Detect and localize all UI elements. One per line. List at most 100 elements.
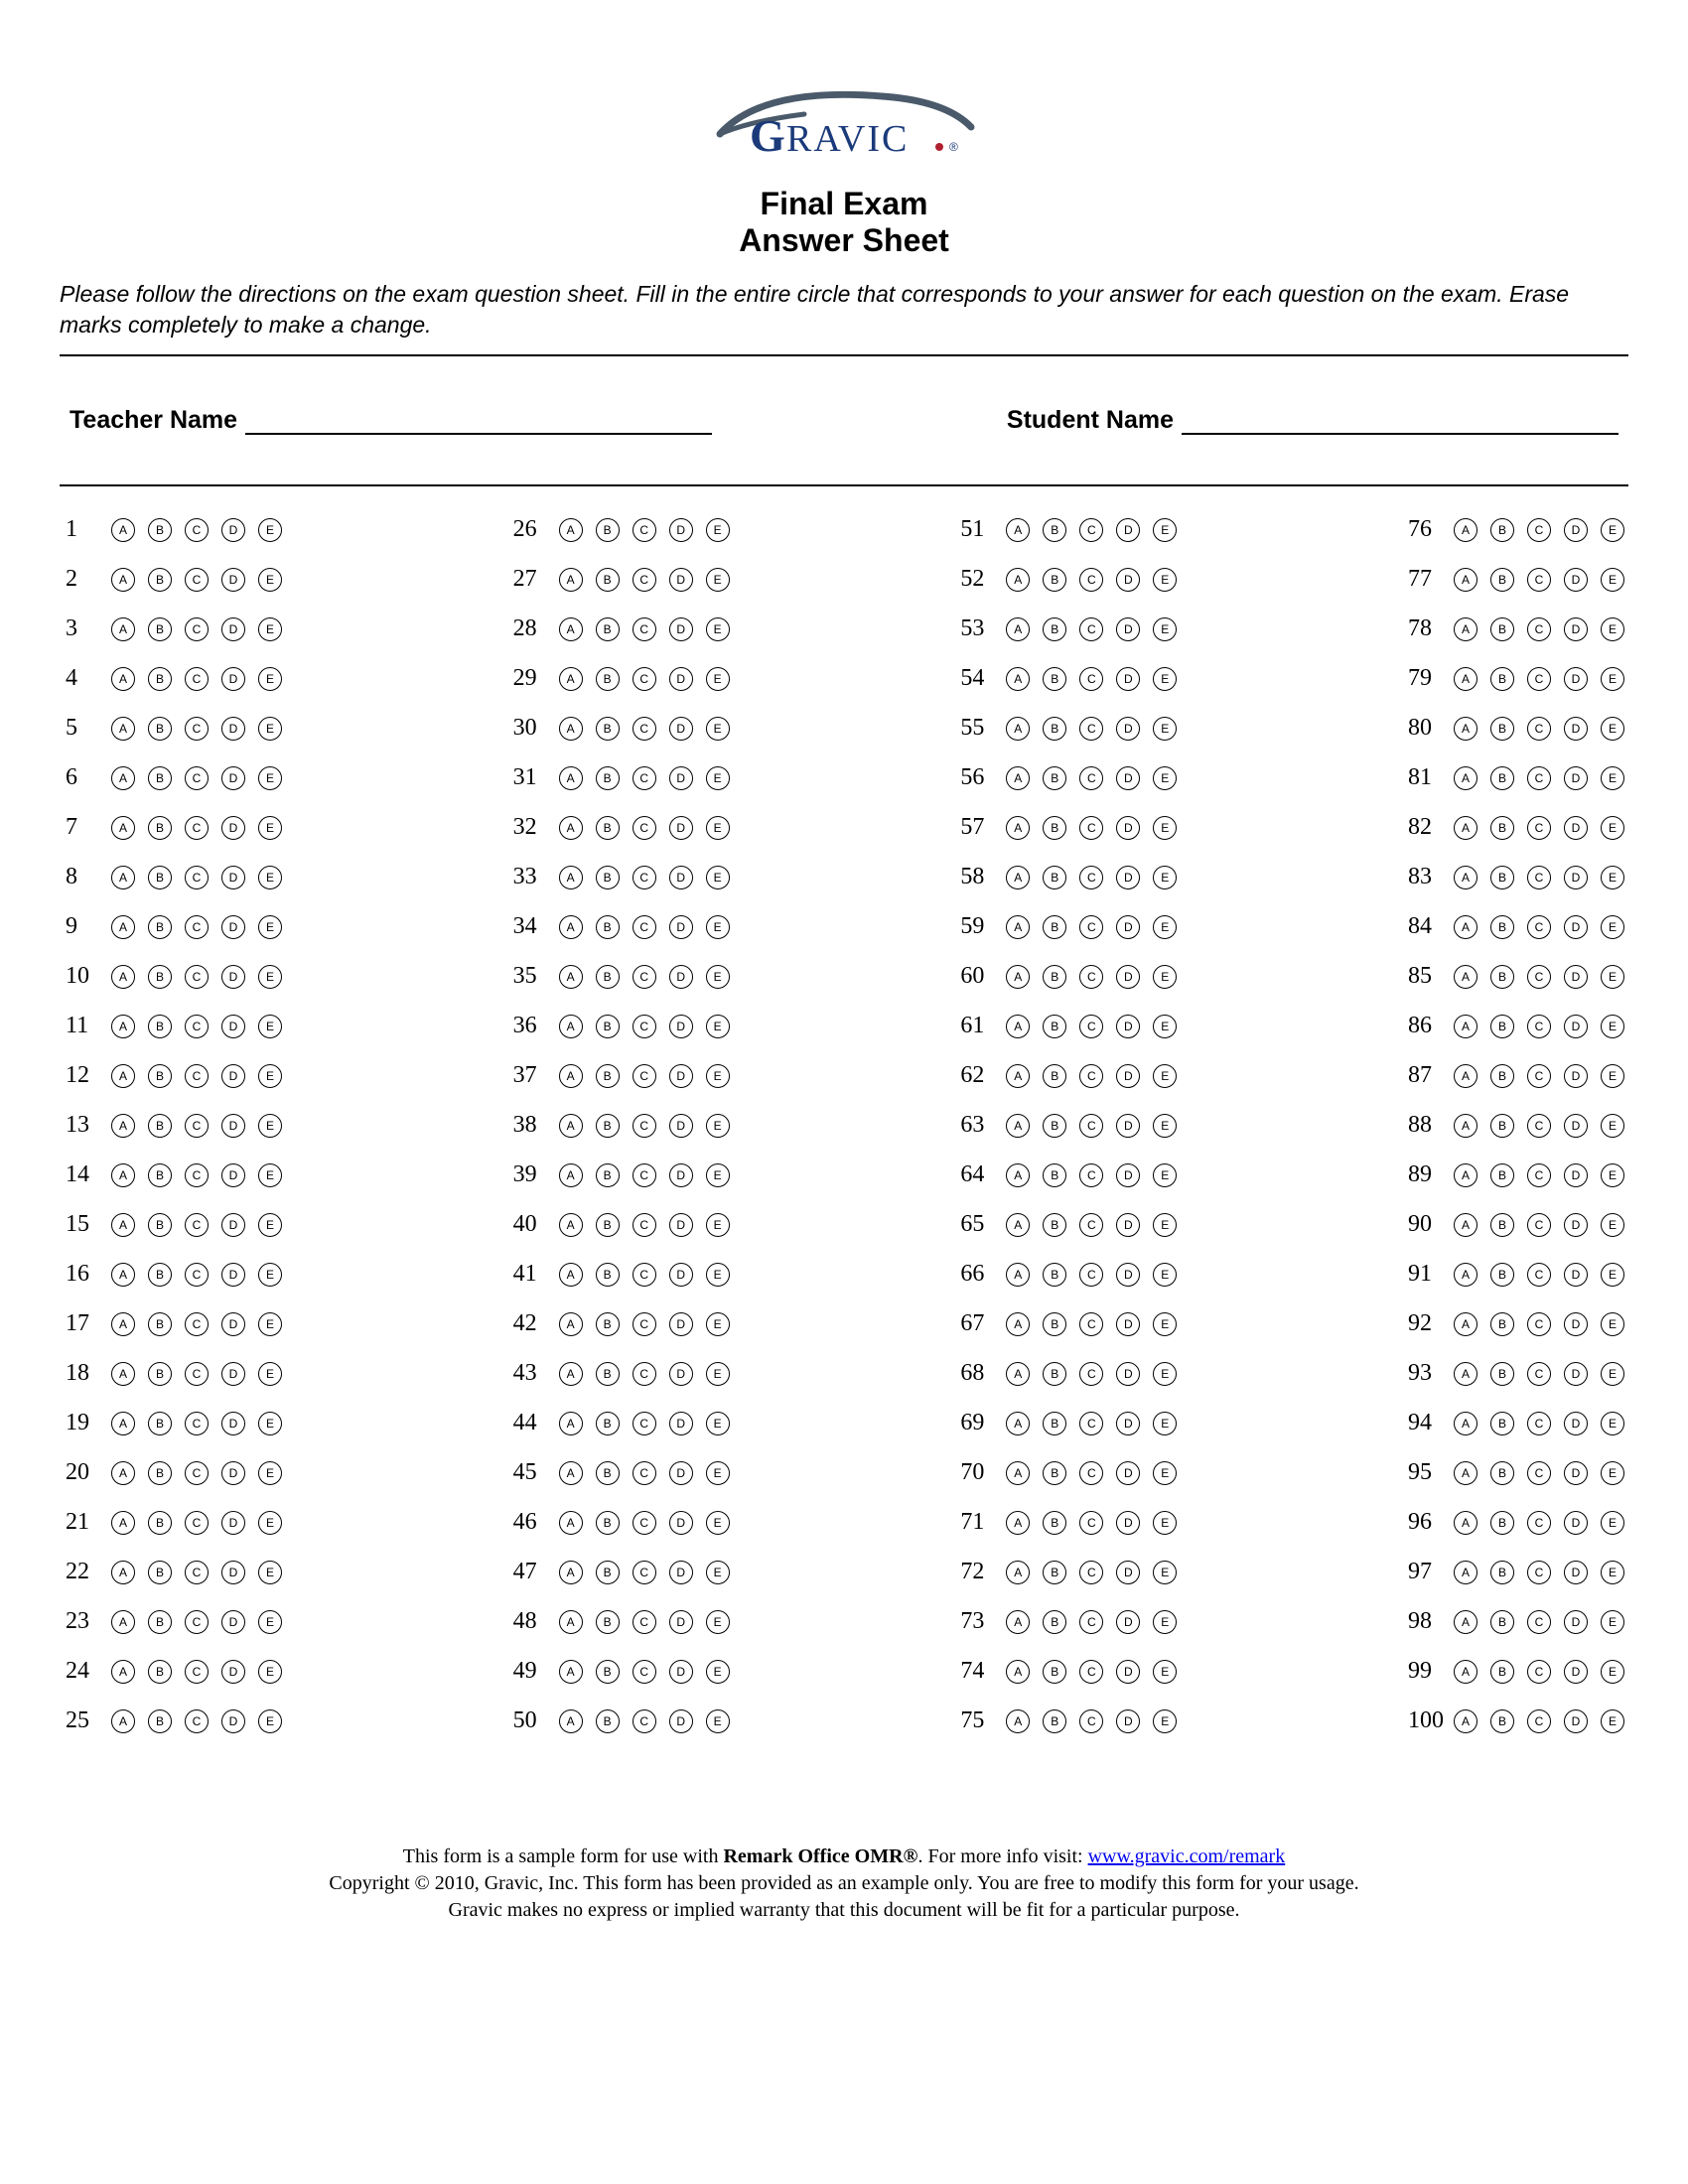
answer-bubble-d[interactable]: D bbox=[1564, 667, 1588, 691]
answer-bubble-b[interactable]: B bbox=[596, 518, 620, 542]
answer-bubble-e[interactable]: E bbox=[1153, 1561, 1177, 1584]
answer-bubble-d[interactable]: D bbox=[1116, 568, 1140, 592]
answer-bubble-d[interactable]: D bbox=[1116, 766, 1140, 790]
answer-bubble-a[interactable]: A bbox=[1454, 1064, 1477, 1088]
answer-bubble-a[interactable]: A bbox=[559, 866, 583, 889]
answer-bubble-e[interactable]: E bbox=[258, 1114, 282, 1138]
answer-bubble-b[interactable]: B bbox=[148, 915, 172, 939]
answer-bubble-c[interactable]: C bbox=[633, 1114, 656, 1138]
answer-bubble-d[interactable]: D bbox=[1564, 1610, 1588, 1634]
answer-bubble-a[interactable]: A bbox=[111, 1015, 135, 1038]
answer-bubble-c[interactable]: C bbox=[633, 766, 656, 790]
answer-bubble-c[interactable]: C bbox=[1527, 1213, 1551, 1237]
answer-bubble-e[interactable]: E bbox=[706, 1561, 730, 1584]
answer-bubble-d[interactable]: D bbox=[669, 915, 693, 939]
answer-bubble-e[interactable]: E bbox=[1153, 915, 1177, 939]
answer-bubble-c[interactable]: C bbox=[633, 568, 656, 592]
answer-bubble-a[interactable]: A bbox=[559, 1660, 583, 1684]
answer-bubble-e[interactable]: E bbox=[258, 1362, 282, 1386]
answer-bubble-c[interactable]: C bbox=[1527, 1511, 1551, 1535]
answer-bubble-a[interactable]: A bbox=[111, 1064, 135, 1088]
answer-bubble-d[interactable]: D bbox=[1564, 1709, 1588, 1733]
answer-bubble-a[interactable]: A bbox=[111, 1561, 135, 1584]
answer-bubble-e[interactable]: E bbox=[1153, 1511, 1177, 1535]
answer-bubble-b[interactable]: B bbox=[148, 1114, 172, 1138]
answer-bubble-a[interactable]: A bbox=[1454, 617, 1477, 641]
answer-bubble-c[interactable]: C bbox=[185, 1561, 209, 1584]
answer-bubble-a[interactable]: A bbox=[111, 1312, 135, 1336]
answer-bubble-d[interactable]: D bbox=[669, 1064, 693, 1088]
answer-bubble-a[interactable]: A bbox=[1006, 915, 1030, 939]
answer-bubble-a[interactable]: A bbox=[559, 816, 583, 840]
answer-bubble-e[interactable]: E bbox=[258, 1561, 282, 1584]
answer-bubble-a[interactable]: A bbox=[559, 1461, 583, 1485]
answer-bubble-c[interactable]: C bbox=[1079, 1362, 1103, 1386]
answer-bubble-a[interactable]: A bbox=[559, 717, 583, 741]
answer-bubble-b[interactable]: B bbox=[1043, 1362, 1066, 1386]
answer-bubble-d[interactable]: D bbox=[1564, 1163, 1588, 1187]
answer-bubble-e[interactable]: E bbox=[706, 1511, 730, 1535]
answer-bubble-c[interactable]: C bbox=[1079, 1114, 1103, 1138]
answer-bubble-b[interactable]: B bbox=[596, 1362, 620, 1386]
answer-bubble-d[interactable]: D bbox=[221, 1610, 245, 1634]
answer-bubble-a[interactable]: A bbox=[1006, 1461, 1030, 1485]
answer-bubble-e[interactable]: E bbox=[1601, 1163, 1624, 1187]
answer-bubble-e[interactable]: E bbox=[258, 1610, 282, 1634]
answer-bubble-c[interactable]: C bbox=[1079, 866, 1103, 889]
answer-bubble-d[interactable]: D bbox=[1116, 1362, 1140, 1386]
answer-bubble-c[interactable]: C bbox=[1079, 1213, 1103, 1237]
answer-bubble-b[interactable]: B bbox=[1490, 816, 1514, 840]
answer-bubble-d[interactable]: D bbox=[669, 1312, 693, 1336]
answer-bubble-a[interactable]: A bbox=[1454, 766, 1477, 790]
answer-bubble-a[interactable]: A bbox=[1006, 667, 1030, 691]
answer-bubble-a[interactable]: A bbox=[1006, 866, 1030, 889]
answer-bubble-d[interactable]: D bbox=[1116, 1312, 1140, 1336]
answer-bubble-e[interactable]: E bbox=[706, 667, 730, 691]
answer-bubble-c[interactable]: C bbox=[1079, 1610, 1103, 1634]
answer-bubble-a[interactable]: A bbox=[1006, 1312, 1030, 1336]
answer-bubble-a[interactable]: A bbox=[1454, 1114, 1477, 1138]
answer-bubble-c[interactable]: C bbox=[185, 1362, 209, 1386]
answer-bubble-a[interactable]: A bbox=[1454, 1561, 1477, 1584]
answer-bubble-c[interactable]: C bbox=[185, 1163, 209, 1187]
answer-bubble-e[interactable]: E bbox=[1153, 866, 1177, 889]
answer-bubble-a[interactable]: A bbox=[559, 1114, 583, 1138]
answer-bubble-d[interactable]: D bbox=[221, 1114, 245, 1138]
answer-bubble-a[interactable]: A bbox=[1454, 667, 1477, 691]
answer-bubble-b[interactable]: B bbox=[1490, 617, 1514, 641]
answer-bubble-a[interactable]: A bbox=[111, 1263, 135, 1287]
answer-bubble-b[interactable]: B bbox=[1043, 866, 1066, 889]
answer-bubble-a[interactable]: A bbox=[559, 1263, 583, 1287]
answer-bubble-a[interactable]: A bbox=[559, 1610, 583, 1634]
answer-bubble-d[interactable]: D bbox=[669, 1561, 693, 1584]
answer-bubble-b[interactable]: B bbox=[1043, 717, 1066, 741]
answer-bubble-e[interactable]: E bbox=[1153, 1412, 1177, 1435]
answer-bubble-d[interactable]: D bbox=[669, 965, 693, 989]
answer-bubble-b[interactable]: B bbox=[596, 1709, 620, 1733]
answer-bubble-a[interactable]: A bbox=[111, 667, 135, 691]
answer-bubble-b[interactable]: B bbox=[1490, 518, 1514, 542]
answer-bubble-b[interactable]: B bbox=[148, 1461, 172, 1485]
answer-bubble-b[interactable]: B bbox=[1043, 1561, 1066, 1584]
answer-bubble-b[interactable]: B bbox=[596, 1610, 620, 1634]
answer-bubble-b[interactable]: B bbox=[1490, 1163, 1514, 1187]
answer-bubble-d[interactable]: D bbox=[1564, 617, 1588, 641]
answer-bubble-a[interactable]: A bbox=[111, 518, 135, 542]
answer-bubble-d[interactable]: D bbox=[1564, 1064, 1588, 1088]
answer-bubble-d[interactable]: D bbox=[221, 1064, 245, 1088]
answer-bubble-e[interactable]: E bbox=[706, 1610, 730, 1634]
answer-bubble-b[interactable]: B bbox=[148, 866, 172, 889]
answer-bubble-d[interactable]: D bbox=[669, 1213, 693, 1237]
answer-bubble-c[interactable]: C bbox=[1527, 1163, 1551, 1187]
answer-bubble-d[interactable]: D bbox=[669, 518, 693, 542]
answer-bubble-c[interactable]: C bbox=[185, 1461, 209, 1485]
answer-bubble-e[interactable]: E bbox=[1601, 1064, 1624, 1088]
answer-bubble-a[interactable]: A bbox=[1006, 568, 1030, 592]
answer-bubble-d[interactable]: D bbox=[1564, 1362, 1588, 1386]
answer-bubble-c[interactable]: C bbox=[185, 617, 209, 641]
answer-bubble-c[interactable]: C bbox=[1527, 1561, 1551, 1584]
answer-bubble-d[interactable]: D bbox=[1564, 1263, 1588, 1287]
answer-bubble-b[interactable]: B bbox=[148, 1412, 172, 1435]
answer-bubble-b[interactable]: B bbox=[1490, 568, 1514, 592]
answer-bubble-b[interactable]: B bbox=[596, 1412, 620, 1435]
